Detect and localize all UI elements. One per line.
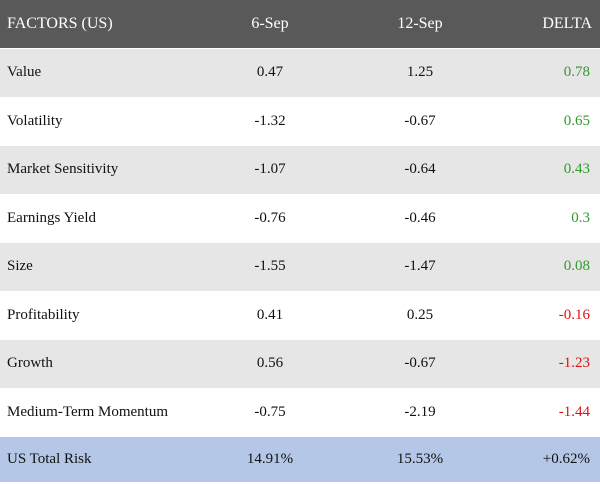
value-12-sep: -0.67 xyxy=(404,355,436,372)
value-12-sep: -0.46 xyxy=(404,209,436,226)
header-factors: FACTORS (US) xyxy=(7,15,113,32)
total-row: US Total Risk 14.91% 15.53% +0.62% xyxy=(0,437,600,483)
header-delta: DELTA xyxy=(542,15,592,32)
factor-name: Value xyxy=(7,64,42,81)
table-row: Earnings Yield -0.76 -0.46 0.3 xyxy=(0,194,600,243)
table-header: FACTORS (US) 6-Sep 12-Sep DELTA xyxy=(0,0,600,49)
header-12-sep: 12-Sep xyxy=(397,15,443,32)
value-12-sep: 0.25 xyxy=(406,306,434,323)
total-6-sep: 14.91% xyxy=(246,451,294,467)
delta-value: 0.08 xyxy=(563,258,590,275)
factor-name: Medium-Term Momentum xyxy=(7,403,169,420)
table-row: Size -1.55 -1.47 0.08 xyxy=(0,243,600,292)
delta-value: -1.23 xyxy=(558,355,590,372)
value-12-sep: -0.67 xyxy=(404,112,436,129)
delta-value: 0.3 xyxy=(571,209,590,226)
factor-name: Profitability xyxy=(7,306,80,323)
value-6-sep: -1.55 xyxy=(254,258,286,275)
value-12-sep: -2.19 xyxy=(404,403,436,420)
table-row: Profitability 0.41 0.25 -0.16 xyxy=(0,291,600,340)
delta-value: -1.44 xyxy=(558,403,590,420)
value-6-sep: 0.41 xyxy=(256,306,284,323)
table-row: Medium-Term Momentum -0.75 -2.19 -1.44 xyxy=(0,388,600,437)
delta-value: 0.78 xyxy=(563,64,590,81)
delta-value: 0.43 xyxy=(563,161,590,178)
delta-value: 0.65 xyxy=(563,112,590,129)
value-6-sep: -1.32 xyxy=(254,112,286,129)
table-row: Growth 0.56 -0.67 -1.23 xyxy=(0,340,600,389)
value-12-sep: -1.47 xyxy=(404,258,436,275)
factor-name: Growth xyxy=(7,355,53,372)
total-12-sep: 15.53% xyxy=(396,451,444,467)
value-6-sep: 0.56 xyxy=(256,355,284,372)
value-6-sep: -0.76 xyxy=(254,209,286,226)
total-label: US Total Risk xyxy=(7,451,92,467)
table-row: Value 0.47 1.25 0.78 xyxy=(0,49,600,98)
table-row: Volatility -1.32 -0.67 0.65 xyxy=(0,97,600,146)
value-6-sep: 0.47 xyxy=(256,64,284,81)
value-6-sep: -0.75 xyxy=(254,403,286,420)
factor-name: Size xyxy=(7,258,33,275)
factor-name: Volatility xyxy=(7,112,63,129)
factor-name: Earnings Yield xyxy=(7,209,97,226)
header-6-sep: 6-Sep xyxy=(251,15,289,32)
value-12-sep: -0.64 xyxy=(404,161,436,178)
value-12-sep: 1.25 xyxy=(406,64,434,81)
delta-value: -0.16 xyxy=(558,306,590,323)
total-delta: +0.62% xyxy=(542,451,590,467)
table-row: Market Sensitivity -1.07 -0.64 0.43 xyxy=(0,146,600,195)
factor-name: Market Sensitivity xyxy=(7,161,119,178)
value-6-sep: -1.07 xyxy=(254,161,286,178)
